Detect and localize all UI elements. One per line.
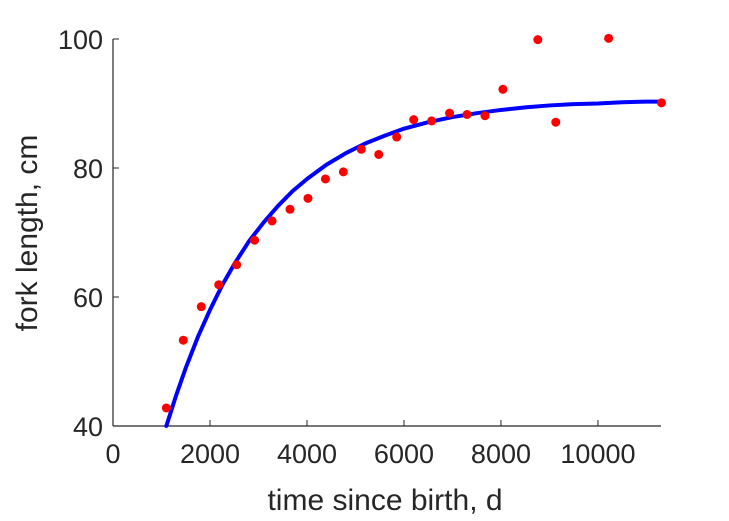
y-tick-label: 60: [73, 283, 103, 313]
data-point: [303, 193, 313, 203]
y-tick-label: 100: [58, 25, 103, 55]
x-tick-label: 4000: [277, 439, 337, 469]
data-point: [656, 98, 666, 108]
data-point: [604, 33, 614, 43]
data-point: [409, 115, 419, 125]
data-point: [480, 111, 490, 121]
x-tick-label: 0: [105, 439, 120, 469]
data-point: [338, 167, 348, 177]
fit-curve: [164, 99, 663, 428]
data-point: [285, 204, 295, 214]
data-point: [427, 116, 437, 126]
y-axis-label: fork length, cm: [11, 135, 44, 332]
data-point: [214, 280, 224, 290]
axes: [112, 39, 661, 427]
data-point: [196, 302, 206, 312]
x-tick-label: 8000: [471, 439, 531, 469]
tick-layer: 0 2000 4000 6000 8000 10000 40 60 80 100: [58, 25, 636, 469]
data-points-layer: [161, 33, 666, 413]
data-point: [498, 84, 508, 94]
data-point: [232, 260, 242, 270]
x-tick-label: 2000: [180, 439, 240, 469]
data-point: [267, 216, 277, 226]
fit-curve-layer: [164, 99, 663, 428]
data-point: [178, 335, 188, 345]
data-point: [462, 109, 472, 119]
x-tick-label: 10000: [560, 439, 635, 469]
data-point: [320, 174, 330, 184]
data-point: [374, 149, 384, 159]
data-point: [551, 117, 561, 127]
data-point: [356, 144, 366, 154]
x-axis-label: time since birth, d: [267, 484, 502, 517]
data-point: [445, 108, 455, 118]
x-tick-label: 6000: [374, 439, 434, 469]
data-point: [250, 235, 260, 245]
y-tick-label: 80: [73, 154, 103, 184]
data-point: [533, 35, 543, 45]
data-point: [392, 132, 402, 142]
data-point: [161, 403, 171, 413]
y-tick-label: 40: [73, 412, 103, 442]
